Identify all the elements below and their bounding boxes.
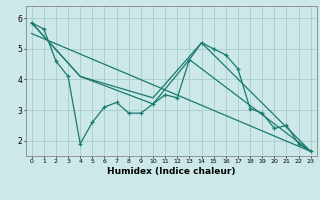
X-axis label: Humidex (Indice chaleur): Humidex (Indice chaleur) [107,167,236,176]
